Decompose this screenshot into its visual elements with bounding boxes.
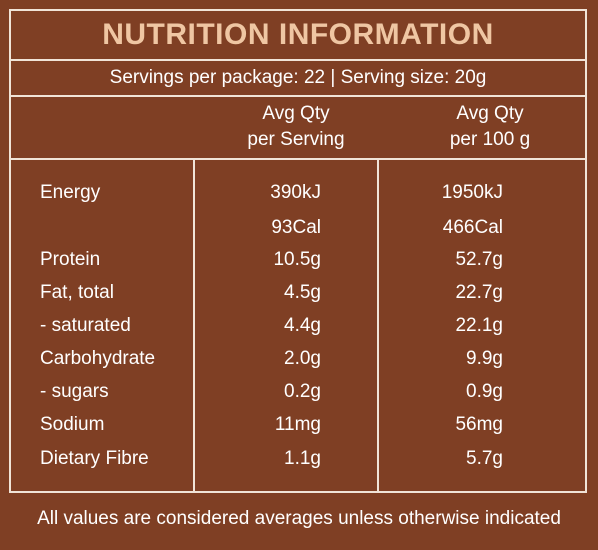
table-row: Energy 390kJ 1950kJ — [11, 177, 585, 209]
column-header-per-serving-line2: per Serving — [247, 129, 345, 150]
per-100g-value: 52.7g — [455, 249, 503, 270]
table-row: - saturated 4.4g 22.1g — [11, 310, 585, 342]
nutrient-name: - saturated — [40, 315, 131, 336]
per-serving-value: 0.2g — [284, 381, 321, 402]
per-serving-value: 10.5g — [273, 249, 321, 270]
column-divider-2 — [377, 160, 379, 493]
nutrition-panel: NUTRITION INFORMATION Servings per packa… — [9, 9, 587, 493]
per-serving-value: 390kJ — [270, 182, 321, 203]
column-divider-1 — [193, 160, 195, 493]
per-serving-value: 4.5g — [284, 282, 321, 303]
table-row: Sodium 11mg 56mg — [11, 409, 585, 441]
nutrient-name: Carbohydrate — [40, 348, 156, 369]
servings-line: Servings per package: 22 | Serving size:… — [11, 61, 585, 97]
per-100g-value: 22.1g — [455, 315, 503, 336]
header-divider — [11, 158, 585, 160]
nutrient-name: Energy — [40, 182, 101, 203]
per-100g-value: 9.9g — [466, 348, 503, 369]
per-serving-value: 93Cal — [271, 217, 321, 238]
nutrient-name: Dietary Fibre — [40, 448, 149, 469]
table-row: Dietary Fibre 1.1g 5.7g — [11, 443, 585, 475]
footnote: All values are considered averages unles… — [37, 508, 561, 529]
per-serving-value: 1.1g — [284, 448, 321, 469]
column-header-per-serving-line1: Avg Qty — [262, 103, 330, 124]
nutrient-name: Fat, total — [40, 282, 114, 303]
nutrient-name: - sugars — [40, 381, 109, 402]
per-100g-value: 56mg — [455, 414, 503, 435]
panel-title: NUTRITION INFORMATION — [11, 11, 585, 61]
per-serving-value: 11mg — [274, 414, 321, 435]
table-row: Protein 10.5g 52.7g — [11, 244, 585, 276]
per-100g-value: 466Cal — [442, 217, 503, 238]
column-header-per-serving: Avg Qty per Serving — [201, 101, 391, 153]
column-header-per-100g-line2: per 100 g — [449, 129, 531, 150]
per-100g-value: 5.7g — [466, 448, 503, 469]
per-serving-value: 4.4g — [284, 315, 321, 336]
per-serving-value: 2.0g — [284, 348, 321, 369]
per-100g-value: 22.7g — [455, 282, 503, 303]
table-row: - sugars 0.2g 0.9g — [11, 376, 585, 408]
table-row: Carbohydrate 2.0g 9.9g — [11, 343, 585, 375]
nutrient-name: Protein — [40, 249, 101, 270]
nutrient-name: Sodium — [40, 414, 105, 435]
column-header-per-100g: Avg Qty per 100 g — [392, 101, 588, 153]
table-row: Fat, total 4.5g 22.7g — [11, 277, 585, 309]
column-header-per-100g-line1: Avg Qty — [456, 103, 524, 124]
per-100g-value: 1950kJ — [441, 182, 503, 203]
table-row: 93Cal 466Cal — [11, 212, 585, 244]
per-100g-value: 0.9g — [466, 381, 503, 402]
